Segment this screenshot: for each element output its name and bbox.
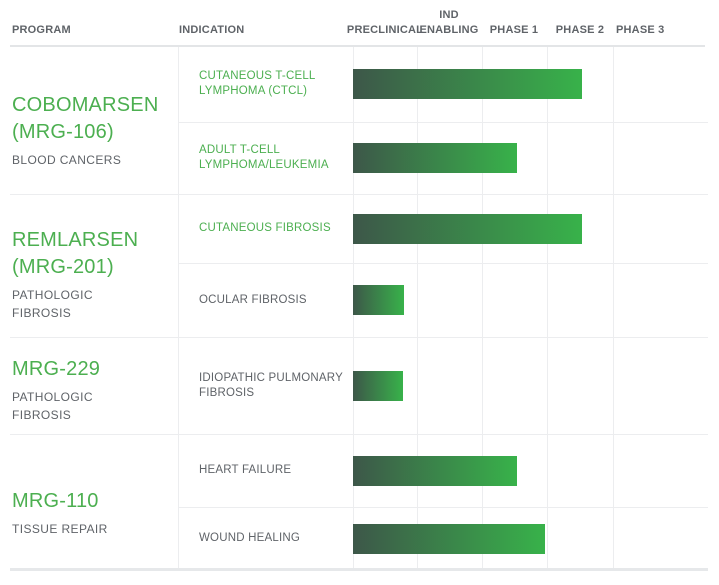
indication-heart-failure: HEART FAILURE (199, 464, 292, 476)
grid-line-vertical (613, 45, 614, 568)
progress-bar (353, 213, 582, 244)
col-header-program: PROGRAM (12, 24, 71, 36)
indication-ipf: IDIOPATHIC PULMONARY FIBROSIS (199, 371, 343, 399)
program-subtitle: TISSUE REPAIR (12, 522, 108, 536)
grid-line-vertical (178, 45, 179, 568)
program-name: MRG-110 (12, 490, 99, 512)
program-name: (MRG-106) (12, 121, 114, 143)
col-header-indication: INDICATION (179, 24, 245, 36)
bar-row (353, 122, 708, 194)
bar-row (353, 507, 708, 570)
grid-line-group (10, 194, 708, 195)
grid-line-row (178, 122, 708, 123)
program-remlarsen: REMLARSEN (MRG-201) PATHOLOGIC FIBROSIS (12, 194, 172, 337)
indication-wound-healing: WOUND HEALING (199, 532, 300, 544)
indication-ocular-fibrosis: OCULAR FIBROSIS (199, 293, 307, 306)
progress-bar (353, 370, 403, 401)
bar-row (353, 45, 708, 122)
col-header-phase1: PHASE 1 (489, 24, 539, 36)
progress-bar (353, 143, 517, 173)
progress-bar (353, 285, 404, 315)
program-mrg-110: MRG-110 TISSUE REPAIR (12, 434, 172, 570)
grid-line-group (10, 337, 708, 338)
bar-row (353, 194, 708, 263)
col-header-preclinical: PRECLINICAL (346, 24, 424, 36)
grid-line-group (10, 434, 708, 435)
program-subtitle: FIBROSIS (12, 407, 72, 422)
progress-bar (353, 523, 545, 554)
grid-line-row (178, 263, 708, 264)
program-name: REMLARSEN (12, 229, 139, 251)
bar-row (353, 434, 708, 507)
table-bottom-border (10, 568, 708, 571)
bar-row (353, 337, 708, 434)
progress-bar (353, 68, 582, 99)
col-header-phase3: PHASE 3 (616, 24, 665, 36)
indication-cutaneous-fibrosis: CUTANEOUS FIBROSIS (199, 222, 331, 234)
grid-line-vertical (547, 45, 548, 568)
program-subtitle: FIBROSIS (12, 306, 72, 320)
indication-atll: ADULT T-CELL LYMPHOMA/LEUKEMIA (199, 144, 329, 171)
program-subtitle: PATHOLOGIC (12, 288, 93, 302)
header-underline (10, 45, 705, 47)
bar-row (353, 263, 708, 337)
grid-line-vertical (482, 45, 483, 568)
grid-line-vertical (417, 45, 418, 568)
col-header-ind-enabling-line2: ENABLING (419, 24, 479, 36)
program-name: (MRG-201) (12, 256, 114, 278)
program-mrg-229: MRG-229 PATHOLOGIC FIBROSIS (12, 337, 172, 434)
program-subtitle: BLOOD CANCERS (12, 153, 122, 167)
program-subtitle: PATHOLOGIC (12, 389, 93, 404)
program-name: COBOMARSEN (12, 94, 159, 116)
program-cobomarsen: COBOMARSEN (MRG-106) BLOOD CANCERS (12, 45, 172, 194)
indication-ctcl: CUTANEOUS T-CELL LYMPHOMA (CTCL) (199, 69, 316, 97)
grid-line-row (178, 507, 708, 508)
col-header-phase2: PHASE 2 (555, 24, 605, 36)
program-name: MRG-229 (12, 357, 101, 380)
progress-bar (353, 455, 517, 486)
col-header-ind-enabling-line1: IND (439, 9, 459, 21)
